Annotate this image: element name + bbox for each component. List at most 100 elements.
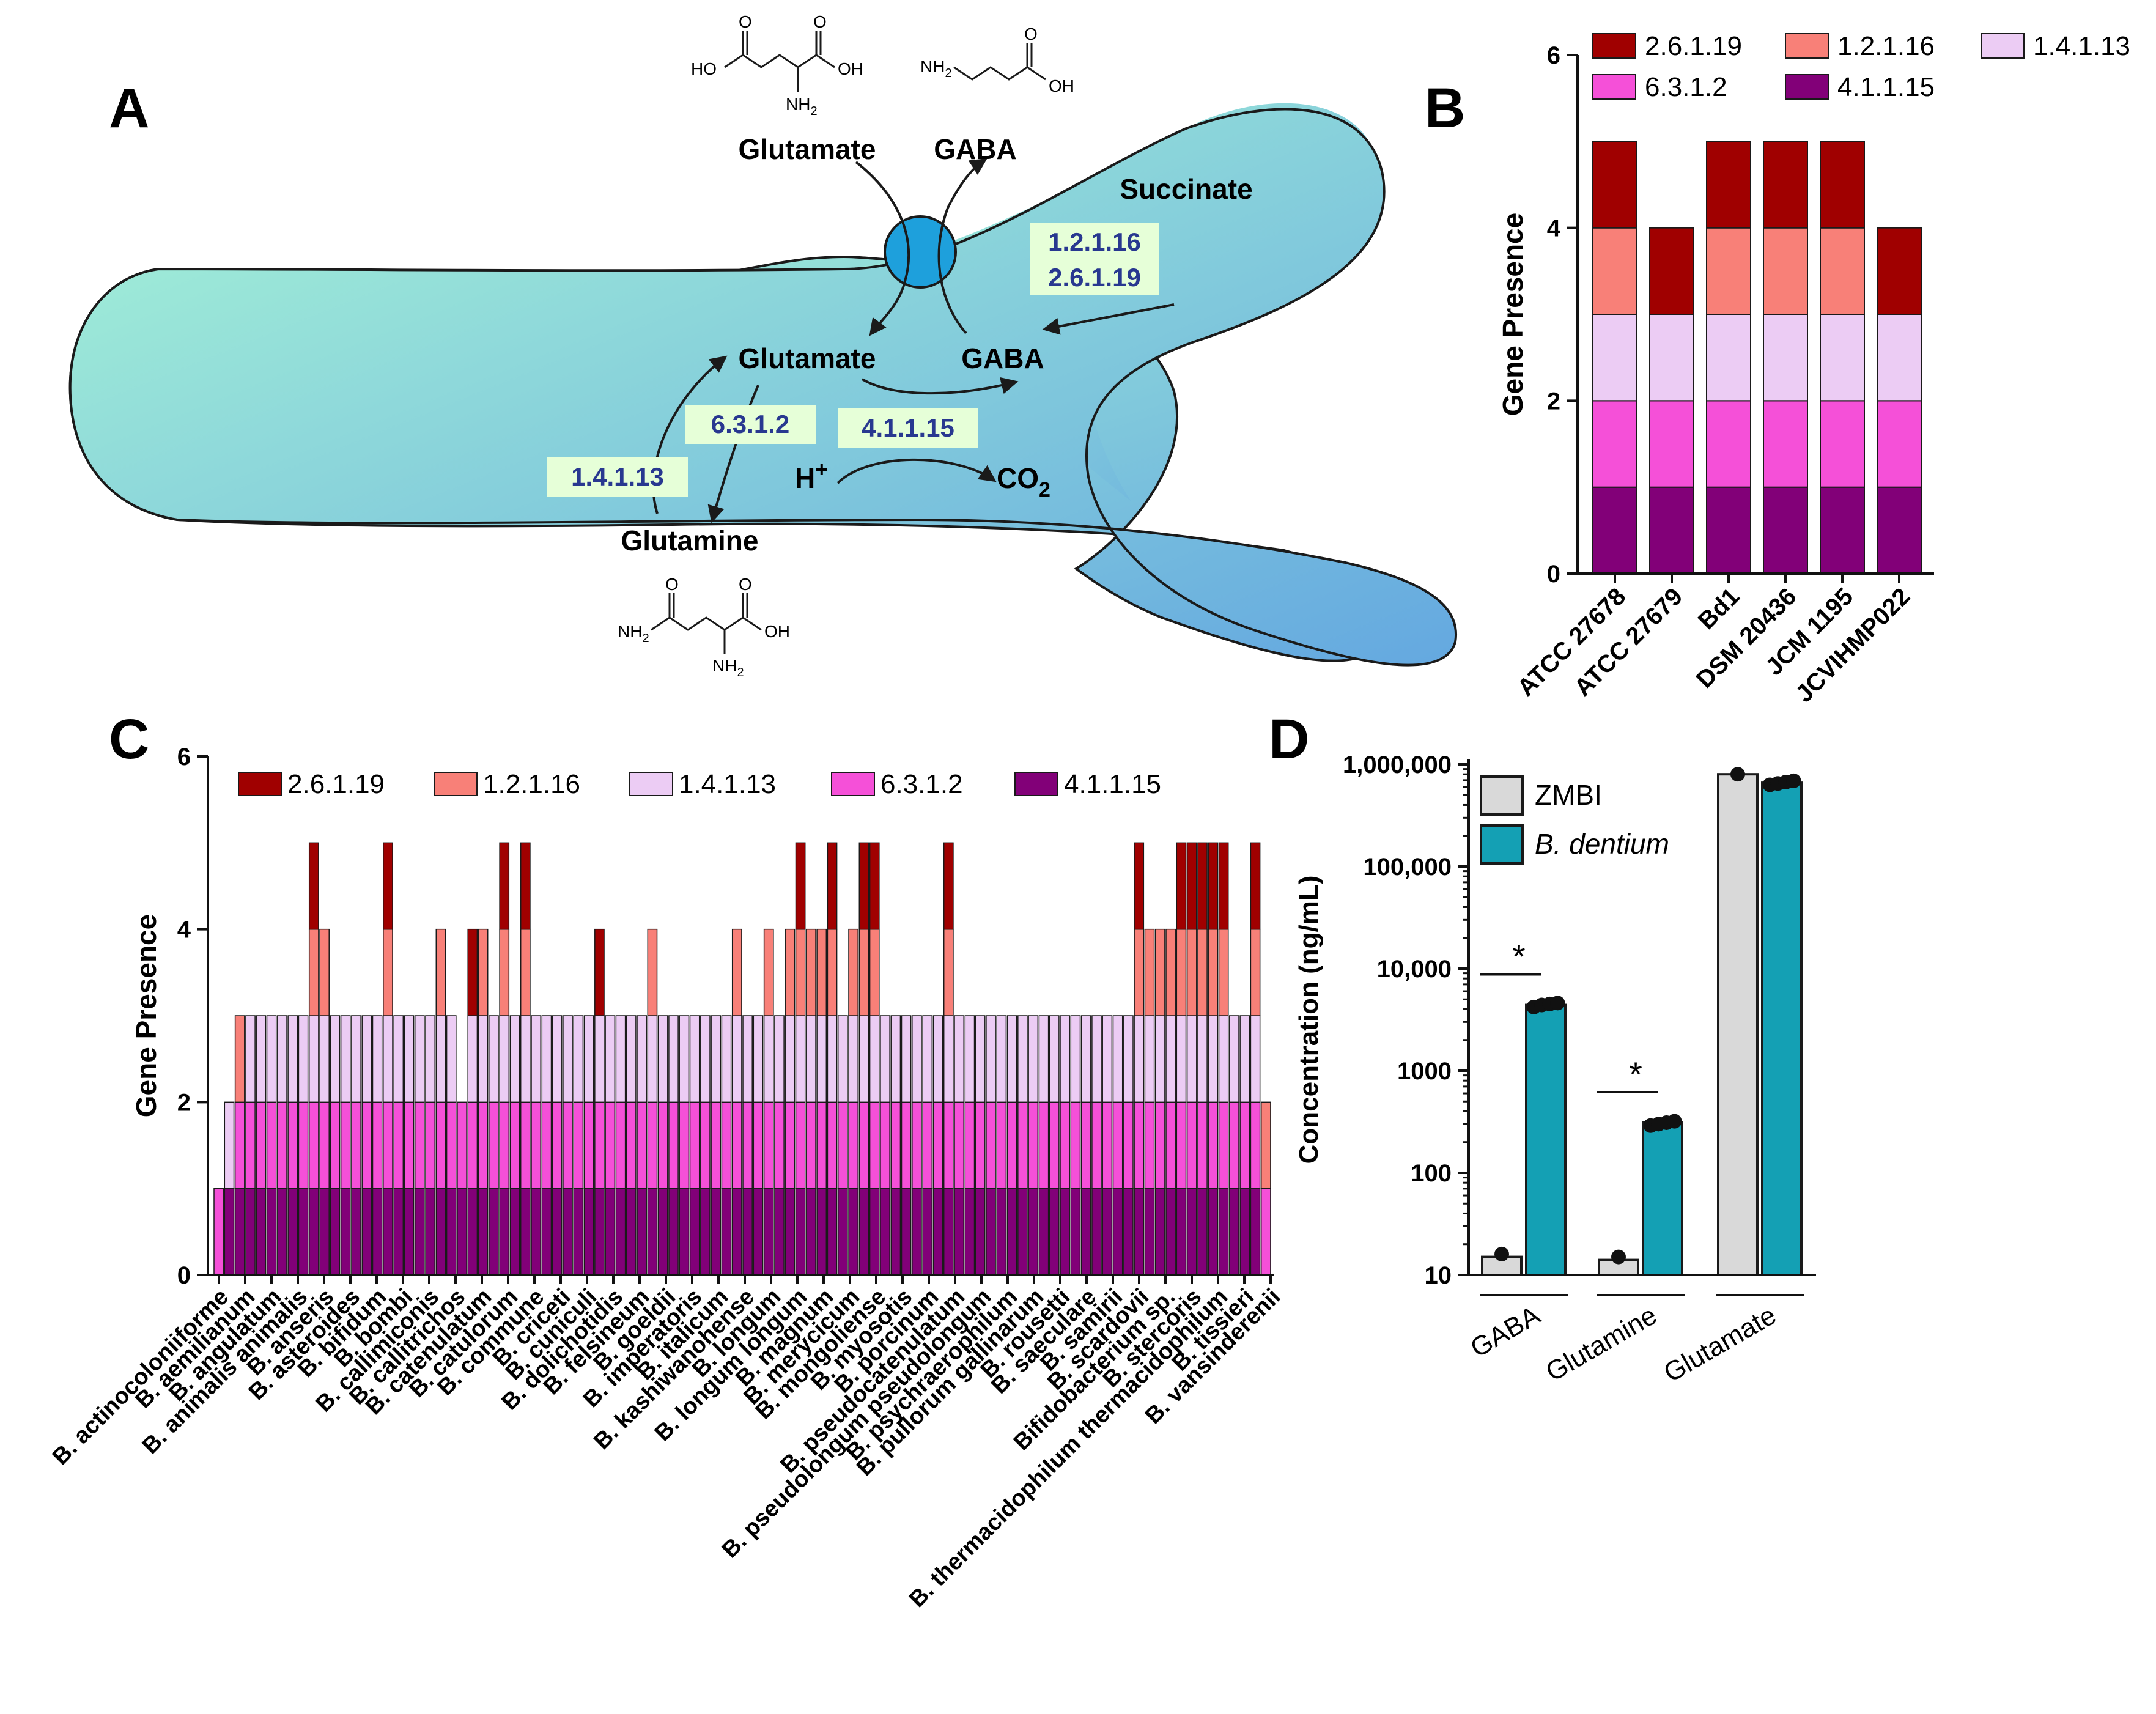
- c-bar-segment-1-4-1-13: [541, 1015, 552, 1103]
- c-bar-segment-6-3-1-2: [837, 1101, 848, 1189]
- c-bar-segment-6-3-1-2: [1049, 1101, 1060, 1189]
- b-y-tick-label: 6: [1547, 42, 1560, 69]
- label-succinate: Succinate: [1120, 173, 1252, 205]
- c-bar-segment-6-3-1-2: [1186, 1101, 1197, 1189]
- c-bar-segment-6-3-1-2: [1080, 1101, 1091, 1189]
- b-bar-6-3-1-2-jcvihmp022: [1877, 400, 1922, 488]
- c-bar-segment-6-3-1-2: [446, 1101, 457, 1189]
- c-bar-segment-6-3-1-2: [912, 1101, 922, 1189]
- c-bar-segment-6-3-1-2: [827, 1101, 838, 1189]
- c-bar-segment-4-1-1-15: [1070, 1188, 1081, 1276]
- c-bar-segment-4-1-1-15: [700, 1188, 711, 1276]
- c-bar-segment-6-3-1-2: [647, 1101, 658, 1189]
- c-bar-segment-1-4-1-13: [361, 1015, 372, 1103]
- panel-d-chart: D 10 100 1000 10,000 100,000 1,000,000 Concent…: [1269, 708, 1816, 1388]
- c-bar-segment-4-1-1-15: [1250, 1188, 1261, 1276]
- c-bar-segment-6-3-1-2: [1218, 1101, 1229, 1189]
- c-y-tick-label: 4: [177, 917, 191, 944]
- c-y-tick-label: 0: [177, 1262, 191, 1289]
- gln-o2-label: O: [739, 575, 752, 594]
- c-bar-segment-4-1-1-15: [404, 1188, 415, 1276]
- c-bar-segment-4-1-1-15: [668, 1188, 679, 1276]
- glu-o1-label: O: [739, 12, 752, 31]
- c-bar-segment-6-3-1-2: [1112, 1101, 1123, 1189]
- c-bar-segment-4-1-1-15: [234, 1188, 245, 1276]
- c-bar-segment-4-1-1-15: [637, 1188, 647, 1276]
- c-bar-segment-4-1-1-15: [901, 1188, 912, 1276]
- c-bar-segment-6-3-1-2: [922, 1101, 933, 1189]
- c-bar-segment-6-3-1-2: [626, 1101, 637, 1189]
- glu-ho-label: HO: [691, 59, 717, 78]
- c-bar-segment-6-3-1-2: [975, 1101, 986, 1189]
- c-bar-segment-6-3-1-2: [1102, 1101, 1113, 1189]
- arrow-h-to-co2: [836, 458, 997, 484]
- d-legend-swatch-b-dentium: [1480, 824, 1524, 865]
- b-y-tick-label: 0: [1547, 561, 1560, 588]
- c-bar-segment-6-3-1-2: [425, 1101, 435, 1189]
- c-bar-segment-4-1-1-15: [827, 1188, 838, 1276]
- c-bar-segment-4-1-1-15: [753, 1188, 764, 1276]
- c-bar-segment-6-3-1-2: [467, 1101, 478, 1189]
- c-bar-segment-1-4-1-13: [1239, 1015, 1250, 1103]
- b-bar-1-2-1-16-dsm-20436: [1763, 227, 1808, 315]
- c-bar-segment-6-3-1-2: [552, 1101, 563, 1189]
- b-legend-label-1-2-1-16: 1.2.1.16: [1837, 31, 1935, 61]
- c-bar-segment-1-4-1-13: [1060, 1015, 1070, 1103]
- label-gaba-out: GABA: [934, 133, 1016, 165]
- c-bar-segment-1-4-1-13: [351, 1015, 361, 1103]
- enzyme-6-3-1-2: 6.3.1.2: [711, 410, 789, 438]
- b-bar-1-4-1-13-dsm-20436: [1763, 314, 1808, 402]
- arrow-glutamate-to-glutamine: [707, 385, 759, 523]
- c-bar-segment-4-1-1-15: [1080, 1188, 1091, 1276]
- arrow-glutamate-in: [855, 161, 910, 336]
- c-bar-segment-1-4-1-13: [330, 1015, 341, 1103]
- c-bar-segment-1-4-1-13: [446, 1015, 457, 1103]
- c-bar-segment-1-4-1-13: [880, 1015, 890, 1103]
- c-bar-segment-4-1-1-15: [1123, 1188, 1134, 1276]
- c-bar-segment-1-4-1-13: [383, 1015, 393, 1103]
- c-bar-segment-4-1-1-15: [975, 1188, 986, 1276]
- d-y-tick-label: 10,000: [1377, 956, 1452, 983]
- c-bar-segment-6-3-1-2: [499, 1101, 510, 1189]
- c-bar-segment-6-3-1-2: [880, 1101, 890, 1189]
- c-bar-segment-1-4-1-13: [1250, 1015, 1261, 1103]
- c-bar-segment-1-4-1-13: [287, 1015, 298, 1103]
- d-sig-star-gaba: *: [1512, 937, 1526, 976]
- c-bar-segment-6-3-1-2: [742, 1101, 753, 1189]
- c-bar-segment-1-4-1-13: [869, 1015, 880, 1103]
- glutamate-structure: [724, 31, 835, 92]
- c-bar-segment-4-1-1-15: [499, 1188, 510, 1276]
- c-bar-segment-1-2-1-16: [234, 1015, 245, 1103]
- enzyme-box-succinate: [1030, 223, 1159, 295]
- c-bar-segment-6-3-1-2: [583, 1101, 594, 1189]
- b-bar-2-6-1-19-bd1: [1706, 141, 1751, 229]
- c-bar-segment-4-1-1-15: [922, 1188, 933, 1276]
- b-bar-2-6-1-19-jcm-1195: [1820, 141, 1865, 229]
- c-legend-swatch-1-2-1-16: [434, 772, 478, 796]
- c-bar-segment-6-3-1-2: [213, 1188, 224, 1276]
- c-bar-segment-1-2-1-16: [1144, 928, 1155, 1016]
- c-bar-segment-6-3-1-2: [1060, 1101, 1070, 1189]
- c-bar-segment-6-3-1-2: [308, 1101, 319, 1189]
- c-bar-segment-1-2-1-16: [806, 928, 816, 1016]
- c-bar-segment-4-1-1-15: [1006, 1188, 1017, 1276]
- c-bar-segment-2-6-1-19: [869, 842, 880, 930]
- c-bar-segment-2-6-1-19: [795, 842, 806, 930]
- c-bar-segment-1-4-1-13: [256, 1015, 267, 1103]
- c-bar-segment-2-6-1-19: [1208, 842, 1219, 930]
- c-bar-segment-1-4-1-13: [340, 1015, 351, 1103]
- c-bar-segment-4-1-1-15: [446, 1188, 457, 1276]
- c-bar-segment-4-1-1-15: [361, 1188, 372, 1276]
- c-bar-segment-1-4-1-13: [605, 1015, 616, 1103]
- c-bar-segment-6-3-1-2: [1154, 1101, 1165, 1189]
- c-bar-segment-1-4-1-13: [806, 1015, 816, 1103]
- c-bar-segment-2-6-1-19: [858, 842, 869, 930]
- b-bar-1-4-1-13-atcc-27678: [1592, 314, 1637, 402]
- panel-label-c: C: [109, 708, 149, 770]
- c-bar-segment-6-3-1-2: [1229, 1101, 1239, 1189]
- c-bar-segment-1-4-1-13: [489, 1015, 499, 1103]
- c-bar-segment-4-1-1-15: [1176, 1188, 1187, 1276]
- c-bar-segment-4-1-1-15: [435, 1188, 446, 1276]
